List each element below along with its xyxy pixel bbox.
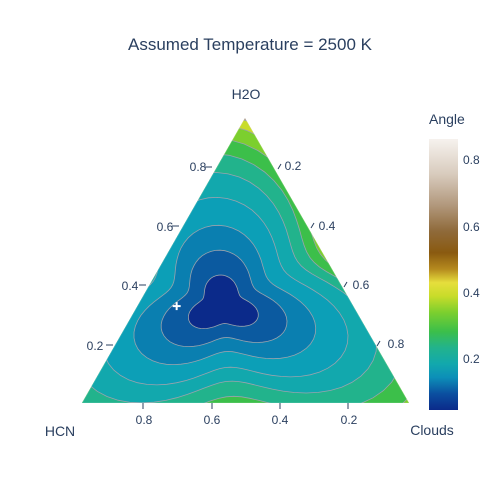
- tick-label-hcn-0.2: 0.2: [341, 413, 358, 427]
- ternary-outline: [81, 116, 410, 404]
- ternary-plot-area: [82, 118, 409, 403]
- colorbar-title: Angle: [429, 111, 465, 127]
- colorbar-gradient: [429, 139, 458, 410]
- tick-label-h2o-0.6: 0.6: [157, 220, 174, 234]
- axis-ticks-clouds: 0.2 0.4 0.6 0.8: [277, 159, 405, 351]
- colorbar-tick-0.4: 0.4: [463, 286, 480, 300]
- chart-title: Assumed Temperature = 2500 K: [128, 35, 373, 54]
- colorbar-tick-0.8: 0.8: [463, 153, 480, 167]
- tick-label-h2o-0.2: 0.2: [87, 339, 104, 353]
- axis-ticks-hcn: 0.8 0.6 0.4 0.2: [136, 403, 358, 427]
- axis-label-clouds: Clouds: [410, 422, 454, 438]
- colorbar-tick-0.6: 0.6: [463, 220, 480, 234]
- contour-band-9: [188, 274, 259, 330]
- colorbar: Angle 0.8 0.6 0.4 0.2: [429, 111, 480, 410]
- tick-label-clouds-0.2: 0.2: [285, 159, 302, 173]
- tick-label-clouds-0.6: 0.6: [353, 278, 370, 292]
- tick-label-hcn-0.8: 0.8: [136, 413, 153, 427]
- axis-label-h2o: H2O: [232, 86, 261, 102]
- tick-label-hcn-0.6: 0.6: [204, 413, 221, 427]
- tick-label-hcn-0.4: 0.4: [272, 413, 289, 427]
- axis-label-hcn: HCN: [45, 423, 75, 439]
- minimum-marker: [172, 302, 181, 311]
- tick-label-clouds-0.8: 0.8: [388, 337, 405, 351]
- tick-label-h2o-0.8: 0.8: [190, 160, 207, 174]
- tick-label-h2o-0.4: 0.4: [122, 279, 139, 293]
- tick-label-clouds-0.4: 0.4: [319, 219, 336, 233]
- colorbar-tick-0.2: 0.2: [463, 352, 480, 366]
- axis-ticks-h2o: 0.8 0.6 0.4 0.2: [87, 160, 212, 353]
